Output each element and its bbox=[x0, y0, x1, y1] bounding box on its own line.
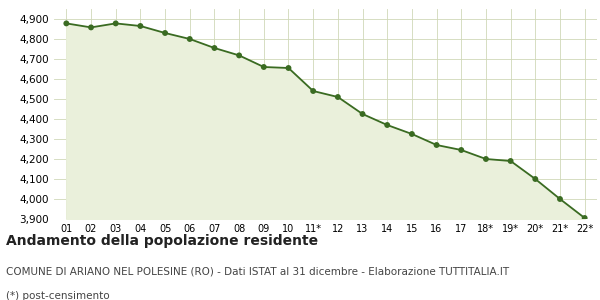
Point bbox=[185, 37, 194, 41]
Text: COMUNE DI ARIANO NEL POLESINE (RO) - Dati ISTAT al 31 dicembre - Elaborazione TU: COMUNE DI ARIANO NEL POLESINE (RO) - Dat… bbox=[6, 267, 509, 277]
Point bbox=[457, 148, 466, 152]
Point bbox=[333, 94, 343, 99]
Point bbox=[209, 46, 219, 50]
Point bbox=[481, 157, 491, 161]
Point bbox=[160, 31, 170, 35]
Point bbox=[580, 216, 589, 220]
Point bbox=[555, 196, 565, 201]
Point bbox=[308, 88, 318, 93]
Point bbox=[432, 142, 442, 147]
Point bbox=[62, 21, 71, 26]
Point bbox=[530, 177, 540, 182]
Point bbox=[111, 21, 121, 26]
Point bbox=[136, 24, 145, 28]
Point bbox=[358, 112, 367, 116]
Point bbox=[284, 66, 293, 70]
Point bbox=[407, 132, 416, 136]
Point bbox=[506, 159, 515, 164]
Point bbox=[86, 25, 96, 30]
Text: (*) post-censimento: (*) post-censimento bbox=[6, 291, 110, 300]
Point bbox=[235, 53, 244, 58]
Point bbox=[382, 123, 392, 128]
Text: Andamento della popolazione residente: Andamento della popolazione residente bbox=[6, 234, 318, 248]
Point bbox=[259, 64, 269, 69]
